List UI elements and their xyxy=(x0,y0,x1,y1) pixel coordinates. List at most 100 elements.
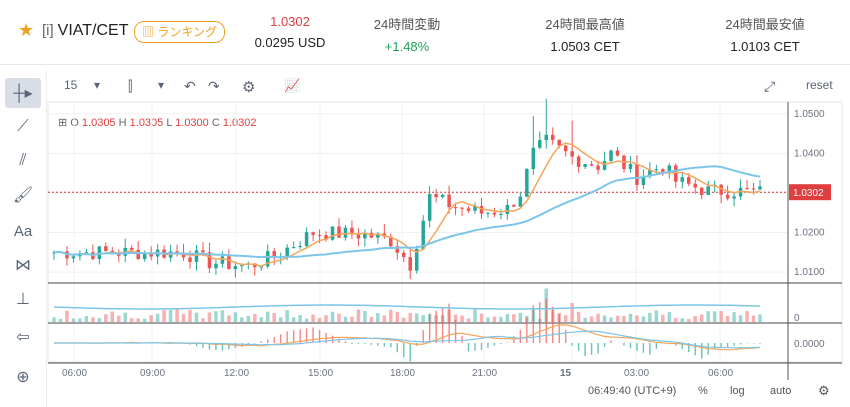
legend-l-label: L xyxy=(166,117,173,129)
high-label: 24時間最高値 xyxy=(545,17,625,32)
macd-histogram-bar xyxy=(500,343,502,344)
macd-histogram-bar xyxy=(344,341,347,343)
time-tick-label: 15 xyxy=(560,368,572,379)
fullscreen-icon[interactable]: ⤢ xyxy=(764,78,776,94)
candle-body xyxy=(201,250,205,253)
volume-bar xyxy=(641,316,646,322)
zoom-icon[interactable]: ⊕ xyxy=(16,369,30,386)
gear-icon[interactable]: ⚙ xyxy=(242,79,256,96)
volume-bar xyxy=(350,316,354,322)
interval-select[interactable]: 15 xyxy=(64,78,78,92)
trendline-tool-icon[interactable]: ⟋ xyxy=(17,118,29,135)
macd-histogram-bar xyxy=(299,329,301,343)
candle-body xyxy=(149,252,153,257)
macd-histogram-bar xyxy=(454,320,457,343)
macd-histogram-bar xyxy=(357,343,360,344)
macd-histogram-bar xyxy=(480,343,483,351)
time-tick-label: 09:00 xyxy=(140,368,165,379)
volume-bar xyxy=(576,311,581,322)
candle-body xyxy=(622,155,626,169)
ranking-button[interactable]: ▥ ランキング xyxy=(134,21,225,43)
candle-body xyxy=(175,251,179,253)
volume-bar xyxy=(518,312,523,322)
candle-body xyxy=(369,232,374,238)
candle-body xyxy=(129,247,134,250)
candle-body xyxy=(402,252,406,258)
legend-toggle-icon[interactable]: ⊞ xyxy=(58,117,71,129)
candle-body xyxy=(661,169,665,172)
volume-bar xyxy=(246,315,251,322)
style-chevron-down-icon[interactable]: ▾ xyxy=(158,78,165,92)
candle-body xyxy=(337,226,341,238)
volume-bar xyxy=(214,311,218,322)
volume-bar xyxy=(78,318,82,322)
interval-chevron-down-icon[interactable]: ▾ xyxy=(94,78,101,92)
volume-bar xyxy=(557,312,561,322)
candle-style-icon[interactable]: ⫿ xyxy=(128,78,133,94)
volume-bar xyxy=(188,309,192,322)
candle-body xyxy=(538,140,542,148)
candle-body xyxy=(414,248,419,271)
candle-body xyxy=(635,164,639,185)
macd-histogram-bar xyxy=(733,343,735,346)
candle-body xyxy=(155,249,160,257)
text-tool-icon[interactable]: Aa xyxy=(13,222,33,240)
macd-histogram-bar xyxy=(279,334,282,343)
candle-body xyxy=(311,232,315,235)
volume-bar xyxy=(706,311,710,322)
volume-bar xyxy=(207,312,212,322)
volume-bar xyxy=(389,309,393,322)
candle-body xyxy=(110,250,115,254)
volume-bar xyxy=(162,310,166,322)
crosshair-tool-icon[interactable]: ┼▸ xyxy=(5,78,41,108)
macd-histogram-bar xyxy=(396,343,398,353)
macd-histogram-bar xyxy=(603,343,606,347)
macd-histogram-bar xyxy=(351,343,353,344)
reset-button[interactable]: reset xyxy=(806,78,833,92)
macd-histogram-bar xyxy=(254,343,256,344)
macd-histogram-bar xyxy=(694,343,696,356)
auto-toggle[interactable]: auto xyxy=(770,385,792,397)
indicators-icon[interactable]: 📈 xyxy=(284,78,301,93)
candle-body xyxy=(330,226,335,240)
redo-icon[interactable]: ↷ xyxy=(208,78,220,94)
macd-histogram-bar xyxy=(435,310,437,343)
candle-body xyxy=(667,165,672,172)
pattern-tool-icon[interactable]: ⋈ xyxy=(15,257,31,274)
candle-body xyxy=(466,208,471,211)
pair-name: VIAT/CET xyxy=(57,22,129,39)
candle-body xyxy=(609,150,613,162)
candle-body xyxy=(453,207,458,209)
low-value: 1.0103 CET xyxy=(730,39,800,54)
back-arrow-icon[interactable]: ⇦ xyxy=(16,329,30,346)
macd-histogram-bar xyxy=(364,343,366,344)
chart-toolbar: 15 ▾ ⫿ ▾ ↶ ↷ ⚙ 📈 ⤢ reset xyxy=(48,72,842,104)
fib-tool-icon[interactable]: ⫽ xyxy=(19,152,27,169)
macd-histogram-bar xyxy=(759,343,761,344)
gear-icon[interactable]: ⚙ xyxy=(818,383,830,398)
volume-bar xyxy=(58,318,63,322)
candle-body xyxy=(278,256,283,258)
candle-body xyxy=(136,249,140,260)
brush-tool-icon[interactable]: 🖌 xyxy=(12,187,34,204)
percent-toggle[interactable]: % xyxy=(698,385,708,397)
volume-bar xyxy=(52,317,56,322)
log-toggle[interactable]: log xyxy=(730,385,745,397)
macd-histogram-bar xyxy=(629,343,632,349)
candle-body xyxy=(602,161,607,170)
macd-histogram-bar xyxy=(428,314,431,343)
candle-body xyxy=(479,205,484,214)
candle-body xyxy=(291,247,296,249)
candle-body xyxy=(363,232,367,239)
ma-slow-line xyxy=(53,165,761,259)
favorite-star-icon[interactable]: ★ xyxy=(18,20,35,40)
volume-bar xyxy=(712,311,717,322)
candle-body xyxy=(97,246,102,259)
candle-body xyxy=(570,151,574,157)
candle-body xyxy=(434,194,438,198)
macd-histogram-bar xyxy=(720,343,722,349)
measure-tool-icon[interactable]: ⊥ xyxy=(16,291,30,308)
pair-title: [i] VIAT/CET xyxy=(42,22,129,40)
macd-histogram-bar xyxy=(241,343,243,347)
undo-icon[interactable]: ↶ xyxy=(184,78,196,94)
